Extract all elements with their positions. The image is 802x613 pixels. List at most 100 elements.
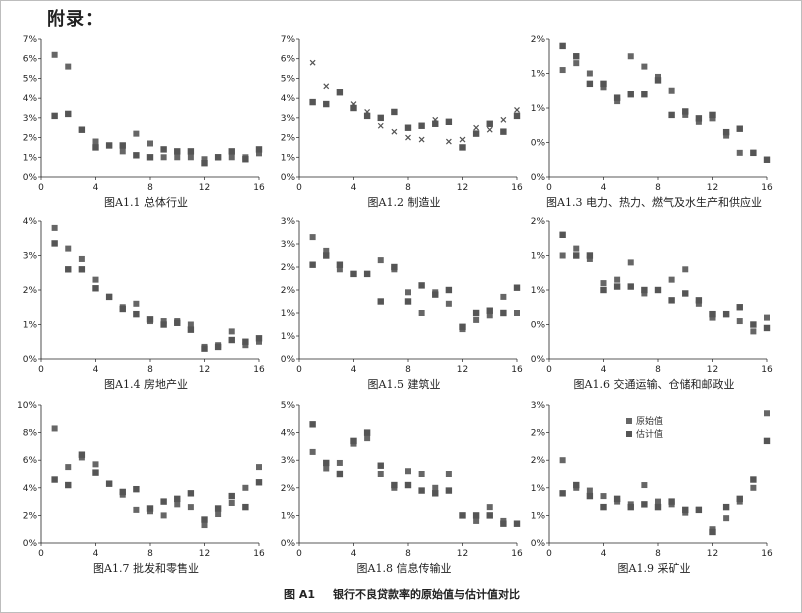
- data-point-estimated: [65, 266, 72, 273]
- data-point-estimated: [500, 128, 507, 135]
- data-point-estimated: [500, 309, 507, 317]
- data-point-estimated: [336, 89, 344, 96]
- data-point-estimated: [350, 270, 357, 278]
- data-point-estimated: [654, 503, 662, 511]
- data-point-original: [500, 116, 507, 123]
- data-point-original: [228, 499, 235, 506]
- data-point-original: [486, 312, 493, 319]
- data-point-original: [682, 111, 689, 118]
- data-point-estimated: [78, 126, 86, 133]
- y-tick-label: 0%: [531, 139, 546, 149]
- y-tick-label: 0%: [23, 539, 38, 549]
- x-tick-label: 8: [405, 365, 411, 375]
- data-point-original: [309, 59, 316, 66]
- data-point-original: [559, 457, 566, 464]
- data-point-estimated: [513, 284, 521, 291]
- data-point-estimated: [78, 451, 86, 458]
- data-point-estimated: [51, 240, 58, 247]
- y-tick-label: 3%: [531, 401, 546, 411]
- y-tick-label: 8%: [23, 429, 38, 439]
- data-point-original: [256, 338, 262, 345]
- y-tick-label: 0%: [531, 539, 546, 549]
- data-point-original: [92, 276, 99, 283]
- data-point-original: [559, 67, 566, 74]
- x-tick-label: 12: [199, 365, 210, 375]
- data-point-estimated: [418, 122, 425, 129]
- data-point-original: [187, 504, 194, 511]
- data-point-estimated: [404, 298, 412, 305]
- data-point-original: [65, 464, 72, 471]
- data-point-original: [432, 484, 439, 491]
- data-point-original: [391, 128, 398, 135]
- chart-svg: 0% 1% 2% 3% 4% 5% 6% 7% 0 4 8 12 16: [281, 35, 523, 193]
- x-tick-label: 8: [147, 549, 153, 559]
- data-point-original: [641, 290, 648, 297]
- y-tick-label: 3%: [281, 456, 296, 466]
- figure-title: 银行不良贷款率的原始值与估计值对比: [333, 588, 520, 601]
- data-point-original: [750, 328, 757, 335]
- data-point-estimated: [336, 470, 344, 478]
- data-point-original: [187, 321, 194, 328]
- data-point-estimated: [377, 114, 384, 122]
- legend-marker: [626, 418, 632, 424]
- data-point-original: [668, 276, 675, 283]
- data-point-estimated: [255, 146, 263, 153]
- data-point-estimated: [763, 324, 771, 332]
- data-point-estimated: [363, 112, 371, 120]
- data-point-estimated: [78, 266, 86, 273]
- x-tick-label: 16: [511, 183, 523, 193]
- data-point-original: [614, 98, 621, 105]
- x-tick-label: 4: [601, 549, 607, 559]
- data-point-original: [682, 266, 689, 273]
- data-point-estimated: [119, 142, 126, 149]
- data-point-estimated: [201, 160, 208, 167]
- data-point-original: [627, 259, 634, 266]
- x-tick-label: 8: [147, 183, 153, 193]
- data-point-original: [586, 255, 593, 262]
- data-point-original: [228, 154, 235, 161]
- data-point-estimated: [668, 498, 675, 505]
- x-tick-label: 4: [351, 365, 357, 375]
- x-tick-label: 16: [253, 183, 265, 193]
- data-point-estimated: [600, 286, 607, 294]
- data-point-original: [228, 328, 235, 335]
- x-tick-label: 4: [93, 549, 99, 559]
- x-tick-label: 12: [199, 183, 210, 193]
- data-point-estimated: [695, 506, 703, 514]
- data-point-original: [242, 342, 249, 349]
- data-point-original: [309, 448, 316, 455]
- data-point-original: [655, 498, 661, 505]
- data-point-original: [418, 471, 425, 477]
- y-tick-label: 1%: [531, 286, 546, 296]
- chart-svg: 0% 1% 2% 3% 4% 5% 6% 7% 0 4 8 12 16: [23, 35, 265, 193]
- y-tick-label: 1%: [531, 511, 546, 521]
- data-point-original: [78, 255, 85, 262]
- data-point-original: [750, 484, 757, 491]
- x-tick-label: 4: [93, 365, 99, 375]
- data-point-original: [473, 124, 480, 131]
- data-point-original: [641, 63, 648, 70]
- data-point-estimated: [174, 148, 181, 155]
- x-tick-label: 16: [761, 365, 773, 375]
- data-point-estimated: [174, 319, 181, 326]
- data-point-estimated: [432, 490, 439, 497]
- data-point-original: [668, 87, 675, 94]
- data-point-estimated: [627, 503, 634, 511]
- data-point-original: [586, 487, 593, 494]
- y-tick-label: 2%: [531, 217, 546, 227]
- data-point-estimated: [445, 286, 453, 294]
- chart-svg: 0% 2% 4% 6% 8% 10% 0 4 8 12 16: [17, 401, 265, 559]
- y-tick-label: 2%: [531, 429, 546, 439]
- data-point-estimated: [641, 501, 648, 508]
- y-tick-label: 4%: [23, 484, 38, 494]
- data-point-estimated: [418, 282, 425, 289]
- data-point-estimated: [404, 481, 412, 489]
- data-point-estimated: [668, 111, 675, 119]
- data-point-estimated: [201, 516, 208, 523]
- data-point-estimated: [573, 252, 580, 259]
- y-tick-label: 2%: [281, 286, 296, 296]
- y-tick-label: 1%: [281, 153, 296, 163]
- data-point-estimated: [613, 94, 621, 101]
- y-tick-label: 1%: [531, 104, 546, 114]
- x-tick-label: 0: [296, 183, 302, 193]
